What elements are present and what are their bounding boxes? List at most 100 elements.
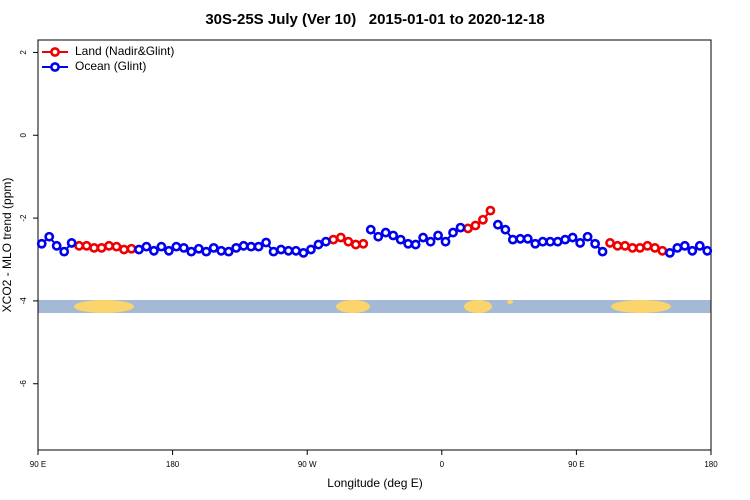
data-point — [560, 234, 571, 245]
data-point — [313, 239, 324, 250]
data-point — [388, 230, 399, 241]
data-point — [650, 242, 660, 253]
data-point — [500, 224, 511, 235]
x-tick-label: 90 E — [30, 460, 46, 469]
chart-title: 30S-25S July (Ver 10) 2015-01-01 to 2020… — [205, 11, 544, 28]
data-point — [44, 231, 55, 242]
y-tick-label: -4 — [19, 297, 28, 305]
data-point — [208, 242, 219, 253]
data-point — [597, 246, 608, 257]
data-point — [51, 240, 62, 251]
data-point — [425, 236, 436, 247]
land-ocean-strip — [38, 300, 711, 313]
y-axis-label: XCO2 - MLO trend (ppm) — [0, 178, 14, 313]
data-point — [635, 242, 645, 253]
data-point — [178, 242, 189, 253]
data-point — [335, 232, 346, 243]
data-point — [193, 243, 204, 254]
data-point — [418, 232, 429, 243]
data-point — [694, 240, 705, 251]
data-point — [149, 245, 159, 256]
data-point — [283, 245, 294, 256]
legend-marker — [50, 47, 60, 57]
data-point — [373, 231, 384, 242]
data-point — [627, 242, 638, 253]
data-point — [395, 234, 406, 245]
data-point — [478, 214, 488, 225]
y-tick-label: -6 — [19, 380, 28, 388]
data-point — [276, 244, 286, 255]
data-point — [515, 233, 526, 244]
data-point — [66, 238, 77, 248]
data-point — [448, 227, 458, 238]
data-point — [552, 236, 563, 247]
data-point — [343, 236, 354, 247]
data-point — [507, 234, 518, 245]
data-point — [126, 243, 137, 254]
data-point — [253, 241, 264, 252]
data-point — [306, 244, 316, 255]
data-point — [36, 238, 47, 249]
y-tick-label: -2 — [19, 214, 28, 222]
data-point — [380, 227, 391, 238]
data-point — [605, 238, 615, 248]
data-point — [216, 245, 227, 256]
data-point — [134, 244, 144, 255]
data-point — [231, 242, 242, 253]
data-point — [350, 239, 361, 250]
data-point — [485, 205, 496, 216]
data-point — [545, 236, 556, 247]
data-point — [657, 245, 668, 256]
data-point — [672, 242, 683, 253]
data-point — [223, 246, 234, 257]
data-point — [89, 242, 99, 253]
data-point — [291, 245, 301, 256]
legend-label: Land (Nadir&Glint) — [75, 44, 174, 58]
data-point — [104, 240, 114, 251]
data-point — [238, 240, 249, 251]
data-point — [537, 236, 548, 247]
data-point — [582, 231, 593, 242]
x-axis-label: Longitude (deg E) — [327, 476, 422, 490]
data-point — [403, 238, 414, 249]
data-point — [328, 234, 339, 245]
data-point — [320, 236, 331, 247]
data-point — [74, 240, 85, 251]
data-point — [246, 241, 257, 252]
data-point — [59, 246, 70, 257]
data-point — [163, 245, 174, 256]
data-point — [664, 247, 675, 258]
data-point — [687, 245, 698, 256]
data-point — [575, 238, 586, 248]
data-point — [530, 238, 541, 249]
data-point — [268, 246, 279, 257]
data-point — [365, 224, 376, 235]
data-point — [440, 236, 451, 247]
data-point — [590, 238, 600, 249]
data-point — [612, 240, 623, 251]
y-tick-label: 0 — [19, 132, 28, 137]
x-tick-label: 180 — [166, 460, 180, 469]
data-point — [156, 241, 167, 252]
data-point — [201, 246, 212, 257]
data-point — [522, 233, 533, 244]
data-point — [261, 237, 271, 248]
data-point — [141, 241, 152, 252]
data-point — [410, 239, 421, 250]
y-tick-label: 2 — [19, 50, 28, 55]
legend-label: Ocean (Glint) — [75, 59, 146, 73]
data-point — [492, 219, 503, 230]
data-point — [186, 246, 197, 257]
data-point — [119, 244, 129, 255]
data-point — [642, 240, 653, 251]
data-point — [455, 222, 466, 233]
data-point — [470, 220, 481, 231]
x-tick-label: 180 — [704, 460, 718, 469]
data-point — [567, 232, 578, 243]
legend-marker — [50, 62, 60, 72]
x-tick-label: 0 — [440, 460, 445, 469]
data-point — [111, 241, 122, 252]
data-point — [298, 247, 309, 258]
data-point — [679, 240, 690, 251]
